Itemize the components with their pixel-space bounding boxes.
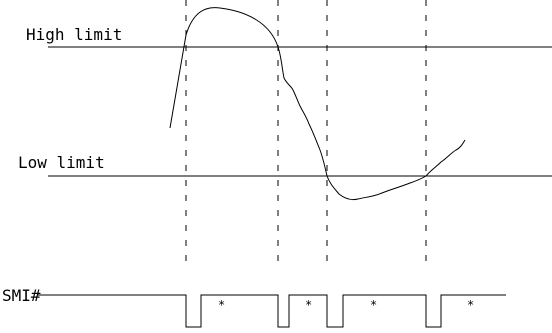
smi-pulse-marker-4: * bbox=[467, 298, 474, 312]
smi-pulse-marker-2: * bbox=[305, 298, 312, 312]
low-limit-label: Low limit bbox=[18, 153, 105, 172]
high-limit-label: High limit bbox=[26, 25, 122, 44]
smi-pulse-marker-3: * bbox=[370, 298, 377, 312]
smi-pulse-marker-1: * bbox=[218, 298, 225, 312]
smi-signal-label: SMI# bbox=[2, 286, 41, 305]
signal-curve bbox=[169, 7, 466, 201]
smi-waveform bbox=[38, 294, 506, 328]
